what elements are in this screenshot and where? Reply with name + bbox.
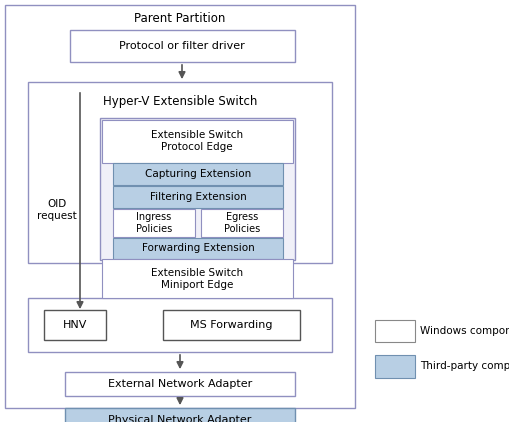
Text: Filtering Extension: Filtering Extension — [150, 192, 246, 202]
Bar — [28, 298, 332, 352]
Bar — [113, 163, 283, 185]
Text: Extensible Switch
Protocol Edge: Extensible Switch Protocol Edge — [151, 130, 243, 152]
Bar — [113, 238, 283, 259]
Text: MS Forwarding: MS Forwarding — [190, 320, 272, 330]
Text: Physical Network Adapter: Physical Network Adapter — [108, 415, 251, 422]
Text: Windows component: Windows component — [420, 326, 509, 336]
Bar — [201, 209, 283, 237]
Bar — [102, 120, 293, 163]
Bar — [375, 320, 415, 342]
Bar — [163, 310, 300, 340]
Text: Forwarding Extension: Forwarding Extension — [142, 243, 254, 253]
Text: Egress
Policies: Egress Policies — [224, 212, 260, 234]
Bar — [100, 118, 295, 260]
Text: HNV: HNV — [63, 320, 87, 330]
Text: Ingress
Policies: Ingress Policies — [136, 212, 172, 234]
Bar — [113, 209, 195, 237]
Text: Protocol or filter driver: Protocol or filter driver — [119, 41, 245, 51]
Text: Extensible Switch
Miniport Edge: Extensible Switch Miniport Edge — [151, 268, 243, 290]
Text: OID
request: OID request — [37, 199, 77, 221]
Bar — [70, 30, 295, 62]
Bar — [65, 372, 295, 396]
Bar — [65, 408, 295, 422]
Bar — [28, 82, 332, 263]
Text: Capturing Extension: Capturing Extension — [145, 169, 251, 179]
Text: Third-party component: Third-party component — [420, 361, 509, 371]
Bar — [102, 259, 293, 298]
Text: Parent Partition: Parent Partition — [134, 11, 225, 24]
Bar — [113, 186, 283, 208]
Text: Hyper-V Extensible Switch: Hyper-V Extensible Switch — [103, 95, 257, 108]
Text: External Network Adapter: External Network Adapter — [108, 379, 252, 389]
Bar — [44, 310, 106, 340]
Bar — [5, 5, 355, 408]
Bar — [375, 355, 415, 378]
